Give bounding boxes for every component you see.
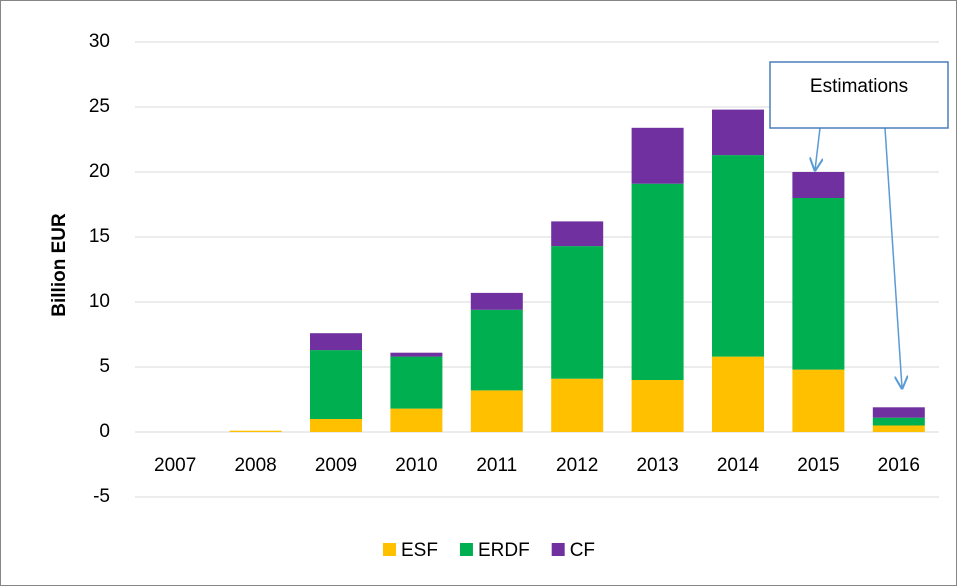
legend-swatch <box>551 543 565 556</box>
bar-segment <box>310 419 362 432</box>
y-tick-label: 15 <box>89 226 110 247</box>
bar-segment <box>470 292 523 310</box>
y-tick-label: 0 <box>99 421 110 442</box>
bar-segment <box>229 430 282 432</box>
bar-segment <box>712 356 764 432</box>
y-tick-label: -5 <box>93 486 110 507</box>
legend-swatch <box>459 543 473 556</box>
bar-segment <box>551 221 604 247</box>
bar-segment <box>712 155 764 357</box>
bar-segment <box>551 378 604 432</box>
bar-segment <box>470 309 523 391</box>
bar-segment <box>390 356 443 409</box>
bar-segment <box>792 172 845 198</box>
annotation-arrow <box>815 127 820 170</box>
x-tick-label: 2015 <box>797 455 839 476</box>
bar-segment <box>631 380 684 432</box>
annotation-box <box>769 61 949 129</box>
x-tick-label: 2008 <box>234 455 276 476</box>
bar-segment <box>792 198 845 370</box>
x-tick-label: 2012 <box>556 455 598 476</box>
annotation-arrow <box>884 127 902 388</box>
y-tick-label: 10 <box>89 291 110 312</box>
y-tick-label: 25 <box>89 96 110 117</box>
legend-label: ESF <box>401 540 438 561</box>
x-tick-label: 2014 <box>717 455 760 476</box>
x-tick-label: 2011 <box>476 455 517 476</box>
y-tick-label: 30 <box>89 31 110 52</box>
y-tick-label: 20 <box>89 161 110 182</box>
legend-label: CF <box>570 540 595 561</box>
bar-segment <box>872 407 925 418</box>
x-tick-label: 2016 <box>878 455 920 476</box>
bar-segment <box>872 417 925 426</box>
legend: ESF ERDF CF <box>383 540 595 561</box>
bar-segment <box>631 183 684 380</box>
y-axis-label: Billion EUR <box>49 213 70 317</box>
x-tick-label: 2009 <box>315 455 357 476</box>
y-tick-label: 5 <box>99 356 110 377</box>
bar-segment <box>712 109 764 156</box>
bar-segment <box>792 369 845 432</box>
x-tick-label: 2013 <box>636 455 678 476</box>
legend-swatch <box>383 543 396 556</box>
bar-segment <box>470 390 523 432</box>
bar-segment <box>310 333 362 351</box>
x-tick-label: 2010 <box>395 455 437 476</box>
annotation-text: Estimations <box>810 76 908 97</box>
plot-area: -5 0 5 10 15 20 25 30 2007 2008 2009 2010 2011 2012 20… <box>89 31 939 561</box>
bar-segment <box>551 246 604 379</box>
bar-segment <box>631 127 684 184</box>
x-tick-label: 2007 <box>154 455 196 476</box>
bar-segment <box>872 425 925 432</box>
legend-label: ERDF <box>478 540 530 561</box>
bar-segment <box>390 408 443 432</box>
bar-segment <box>310 350 362 419</box>
bar-segment <box>390 352 443 357</box>
